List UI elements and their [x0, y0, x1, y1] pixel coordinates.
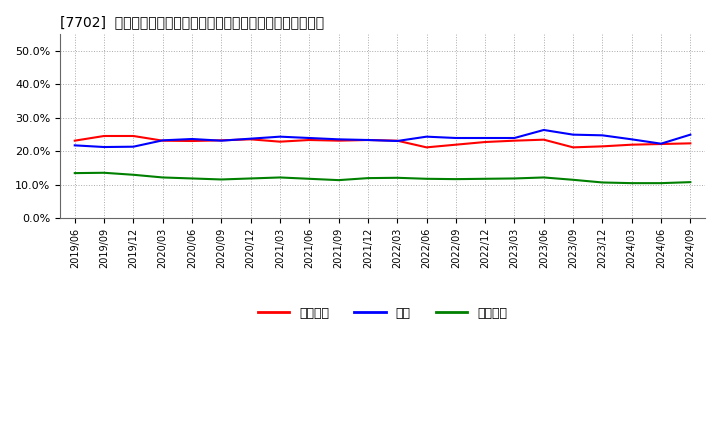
Legend: 売上債権, 在庫, 買入債務: 売上債権, 在庫, 買入債務 — [253, 302, 512, 325]
Text: [7702]  売上債権、在庫、買入債務の総資産に対する比率の推移: [7702] 売上債権、在庫、買入債務の総資産に対する比率の推移 — [60, 15, 324, 29]
